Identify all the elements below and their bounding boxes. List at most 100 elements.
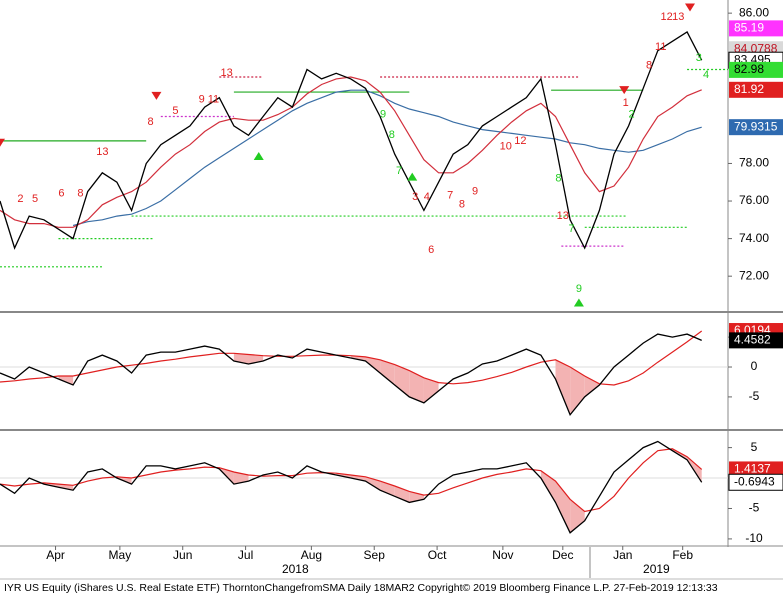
divergence-fill (555, 481, 571, 533)
td-count: 5 (172, 105, 178, 117)
value-box (729, 119, 783, 136)
td-count: 2 (628, 109, 634, 121)
x-tick-label: May (109, 548, 132, 562)
divergence-fill (365, 356, 381, 373)
series-line (72, 89, 702, 227)
td-count: 12 (660, 11, 672, 23)
x-tick-label: Jun (173, 548, 192, 562)
td-count: 11 (208, 93, 219, 105)
divergence-fill (570, 367, 585, 415)
value-label: 85.19 (734, 21, 764, 35)
divergence-fill (58, 484, 74, 491)
td-arrow (407, 172, 418, 181)
value-box (729, 332, 783, 349)
x-tick-label: Jul (238, 548, 253, 562)
value-box (729, 81, 783, 98)
x-tick-label: Aug (301, 548, 322, 562)
y-tick-label: 76.00 (739, 193, 769, 207)
value-label: 4.4582 (734, 333, 771, 347)
td-count: 10 (500, 140, 512, 152)
value-box (729, 20, 783, 37)
series-line (0, 448, 703, 513)
value-box (728, 473, 783, 491)
td-count: 8 (77, 187, 83, 199)
series-line (0, 333, 702, 417)
year-label: 2018 (282, 562, 309, 576)
divergence-fill (570, 499, 585, 533)
td-count: 13 (96, 146, 108, 158)
td-count: 13 (557, 210, 569, 222)
divergence-fill (394, 485, 410, 503)
td-count: 3 (412, 191, 418, 203)
value-label: 1.4137 (734, 462, 771, 476)
value-label: 79.9315 (734, 119, 778, 133)
y-tick-label: 74.00 (739, 231, 769, 245)
x-tick-label: Dec (552, 548, 573, 562)
series-line (0, 76, 702, 228)
td-count: 13 (672, 11, 684, 23)
td-arrow (684, 3, 695, 12)
x-tick-label: Feb (672, 548, 693, 562)
td-arrow (573, 298, 584, 307)
td-count: 5 (32, 193, 38, 205)
td-count: 13 (220, 67, 232, 79)
td-count: 9 (380, 109, 386, 121)
td-arrow (253, 151, 264, 160)
td-count: 4 (703, 69, 709, 81)
td-count: 8 (389, 129, 395, 141)
td-count: 6 (58, 187, 64, 199)
y-tick-label: -10 (745, 531, 763, 545)
divergence-fill (555, 359, 571, 415)
td-count: 12 (514, 135, 526, 147)
x-tick-label: Apr (46, 548, 65, 562)
y-tick-label: -5 (749, 389, 760, 403)
y-tick-label: 72.00 (739, 268, 769, 282)
footer: IYR US Equity (iShares U.S. Real Estate … (4, 582, 718, 594)
value-label: 81.92 (734, 82, 764, 96)
x-tick-label: Nov (492, 548, 513, 562)
td-count: 8 (646, 60, 652, 72)
divergence-fill (423, 377, 439, 403)
y-tick-label: 86.00 (739, 5, 769, 19)
td-count: 7 (447, 189, 453, 201)
value-box (729, 61, 783, 78)
divergence-fill (394, 364, 410, 397)
series-line (0, 440, 703, 534)
td-count: 7 (396, 165, 402, 177)
divergence-fill (380, 359, 395, 385)
value-box (729, 461, 783, 478)
value-label: 82.98 (734, 62, 764, 76)
td-count: 11 (655, 41, 666, 53)
y-tick-label: -5 (749, 501, 760, 515)
td-arrow (0, 138, 5, 147)
y-tick-label: 5 (751, 440, 758, 454)
series-line (0, 30, 703, 250)
y-tick-label: 0 (751, 359, 758, 373)
year-label: 2019 (643, 562, 670, 576)
td-count: 6 (428, 244, 434, 256)
td-arrow (619, 86, 630, 95)
divergence-fill (233, 471, 249, 485)
td-count: 3 (696, 52, 702, 64)
series-line (0, 330, 703, 386)
td-count: 7 (569, 223, 575, 235)
td-count: 9 (576, 283, 582, 295)
td-count: 8 (148, 116, 154, 128)
td-count: 2 (17, 193, 23, 205)
td-count: 9 (199, 93, 205, 105)
td-count: 4 (424, 191, 430, 203)
td-count: 1 (623, 97, 629, 109)
x-tick-label: Jan (613, 548, 632, 562)
divergence-fill (58, 375, 74, 385)
td-arrow (151, 91, 162, 100)
value-label: -0.6943 (734, 474, 775, 488)
divergence-fill (409, 370, 424, 403)
td-count: 9 (472, 186, 478, 198)
td-count: 8 (555, 172, 561, 184)
divergence-fill (584, 375, 600, 397)
td-count: 8 (459, 199, 465, 211)
x-tick-label: Oct (428, 548, 447, 562)
y-tick-label: 78.00 (739, 156, 769, 170)
